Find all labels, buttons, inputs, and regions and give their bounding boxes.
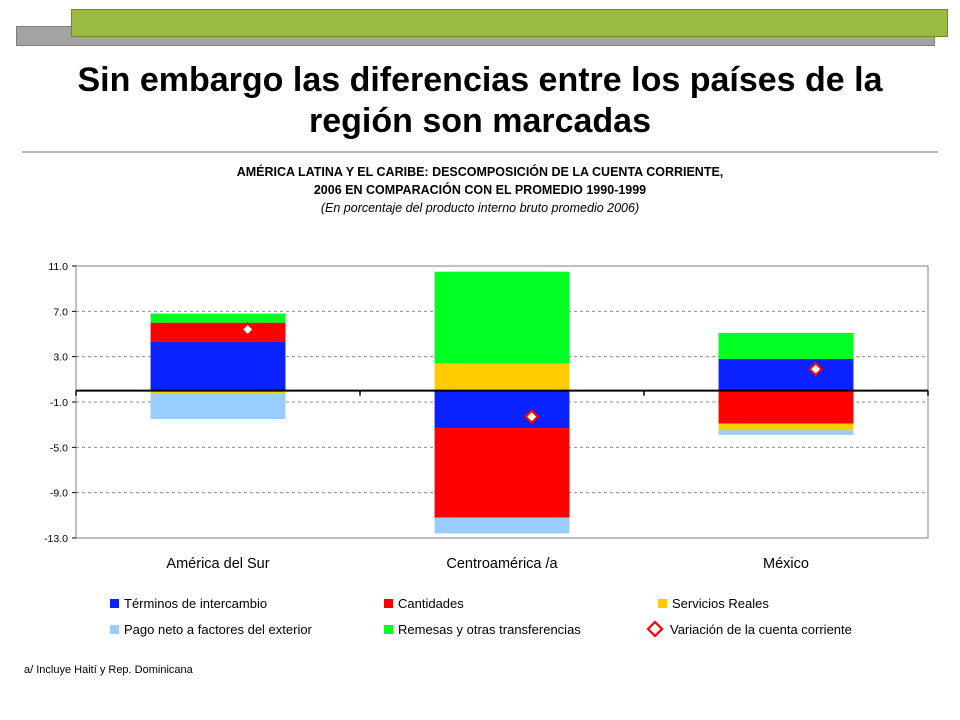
current-account-marker bbox=[524, 409, 540, 425]
bar-segment bbox=[434, 428, 570, 518]
subtitle-line-1: AMÉRICA LATINA Y EL CARIBE: DESCOMPOSICI… bbox=[236, 165, 724, 179]
footnote: a/ Incluye Haití y Rep. Dominicana bbox=[24, 664, 193, 676]
legend-label: Servicios Reales bbox=[672, 596, 769, 611]
bar-segment bbox=[434, 363, 570, 391]
bar-segment bbox=[150, 313, 286, 323]
bar-segment bbox=[434, 271, 570, 364]
x-category-label: América del Sur bbox=[166, 556, 269, 572]
title-divider bbox=[22, 151, 938, 153]
legend-swatch bbox=[384, 599, 393, 608]
legend-label: Remesas y otras transferencias bbox=[398, 622, 581, 637]
legend-label: Pago neto a factores del exterior bbox=[124, 622, 313, 637]
bar-segment bbox=[718, 423, 854, 431]
y-tick-label: -5.0 bbox=[50, 442, 68, 454]
y-tick-label: 7.0 bbox=[53, 306, 68, 318]
legend-label: Variación de la cuenta corriente bbox=[670, 622, 852, 637]
subtitle-line-3: (En porcentaje del producto interno brut… bbox=[320, 201, 640, 215]
y-tick-label: -9.0 bbox=[50, 488, 68, 500]
legend-swatch bbox=[384, 625, 393, 634]
bar-segment bbox=[718, 358, 854, 391]
bar-segment bbox=[434, 517, 570, 534]
legend-swatch bbox=[110, 625, 119, 634]
bar-segment bbox=[150, 341, 286, 391]
y-tick-label: -1.0 bbox=[50, 397, 68, 409]
current-account-marker bbox=[808, 361, 824, 377]
legend-marker-swatch bbox=[646, 620, 664, 638]
legend-label: Términos de intercambio bbox=[124, 596, 267, 611]
bar-segment bbox=[718, 430, 854, 435]
legend-swatch bbox=[110, 599, 119, 608]
x-category-label: Centroamérica /a bbox=[446, 556, 558, 572]
page-title: Sin embargo las diferencias entre los pa… bbox=[20, 60, 940, 142]
bar-segment bbox=[434, 390, 570, 429]
title-line-1: Sin embargo las diferencias entre los pa… bbox=[77, 61, 883, 99]
bar-segment bbox=[718, 332, 854, 359]
header-bar-green bbox=[71, 9, 948, 37]
legend-swatch bbox=[658, 599, 667, 608]
stacked-bar-chart: 11.0 7.0 3.0 -1.0 -5.0 -9.0 -13.0 América del S… bbox=[44, 261, 929, 638]
legend-label: Cantidades bbox=[398, 596, 464, 611]
title-line-2: región son marcadas bbox=[308, 102, 651, 140]
bar-segment bbox=[150, 394, 286, 419]
x-category-label: México bbox=[763, 556, 809, 572]
y-tick-label: -13.0 bbox=[44, 533, 68, 545]
chart-subtitle: AMÉRICA LATINA Y EL CARIBE: DESCOMPOSICI… bbox=[100, 163, 860, 217]
y-tick-label: 3.0 bbox=[53, 352, 68, 364]
bar-segment bbox=[718, 390, 854, 424]
current-account-marker bbox=[240, 321, 256, 338]
y-tick-label: 11.0 bbox=[48, 261, 68, 273]
subtitle-line-2: 2006 EN COMPARACIÓN CON EL PROMEDIO 1990… bbox=[313, 183, 647, 197]
bar-segment bbox=[150, 322, 286, 342]
bar-segment bbox=[150, 390, 286, 395]
